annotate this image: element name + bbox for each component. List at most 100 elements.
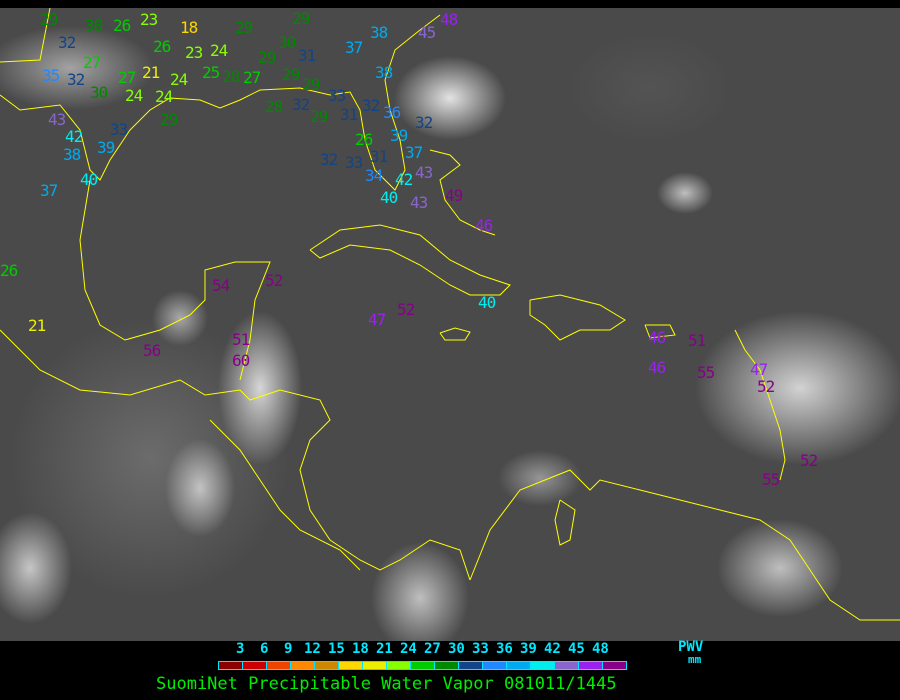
- station-value: 26: [355, 130, 373, 149]
- station-value: 31: [340, 105, 358, 124]
- station-value: 42: [395, 170, 413, 189]
- station-value: 34: [365, 166, 383, 185]
- station-value: 18: [180, 18, 198, 37]
- mexico-coast: [79, 179, 271, 381]
- puerto-rico: [644, 324, 676, 339]
- station-value: 43: [48, 110, 66, 129]
- station-value: 28: [265, 97, 283, 116]
- station-value: 47: [750, 360, 768, 379]
- color-bar-segment: [483, 662, 507, 669]
- station-value: 27: [83, 53, 101, 72]
- station-value: 29: [292, 9, 310, 28]
- station-value: 55: [762, 470, 780, 489]
- station-value: 47: [368, 310, 386, 329]
- station-value: 33: [110, 120, 128, 139]
- legend-tick-label: 30: [448, 641, 465, 657]
- legend-tick-label: 42: [544, 641, 561, 657]
- station-value: 29: [282, 65, 300, 84]
- station-value: 38: [63, 145, 81, 164]
- station-value: 27: [243, 68, 261, 87]
- color-bar: [218, 661, 627, 670]
- station-value: 52: [800, 451, 818, 470]
- station-value: 30: [90, 83, 108, 102]
- station-value: 27: [118, 68, 136, 87]
- station-value: 23: [140, 10, 158, 29]
- legend-tick-label: 45: [568, 641, 585, 657]
- south-america-coast: [469, 469, 900, 621]
- station-value: 39: [390, 126, 408, 145]
- station-value: 48: [440, 10, 458, 29]
- legend-tick-label: 24: [400, 641, 417, 657]
- station-value: 30: [278, 33, 296, 52]
- station-value: 37: [40, 181, 58, 200]
- color-bar-segment: [363, 662, 387, 669]
- color-bar-segment: [387, 662, 411, 669]
- legend-unit-sub: mm: [688, 653, 702, 666]
- station-value: 51: [688, 331, 706, 350]
- station-value: 29: [160, 110, 178, 129]
- legend-tick-label: 33: [472, 641, 489, 657]
- legend-tick-label: 21: [376, 641, 393, 657]
- legend-tick-label: 36: [496, 641, 513, 657]
- color-bar-segment: [315, 662, 339, 669]
- color-bar-segment: [435, 662, 459, 669]
- station-value: 26: [0, 261, 18, 280]
- station-value: 40: [80, 170, 98, 189]
- station-value: 38: [370, 23, 388, 42]
- station-value: 33: [345, 153, 363, 172]
- station-value: 36: [383, 103, 401, 122]
- station-value: 51: [232, 330, 250, 349]
- station-value: 29: [302, 75, 320, 94]
- station-value: 54: [212, 276, 230, 295]
- station-value: 38: [375, 63, 393, 82]
- station-value: 49: [445, 186, 463, 205]
- station-value: 46: [648, 328, 666, 347]
- station-value: 52: [265, 271, 283, 290]
- cuba: [309, 224, 511, 296]
- station-value: 39: [97, 138, 115, 157]
- station-value: 29: [310, 107, 328, 126]
- station-value: 24: [210, 41, 228, 60]
- station-value: 31: [370, 147, 388, 166]
- station-value: 42: [65, 127, 83, 146]
- station-value: 29: [235, 18, 253, 37]
- station-value: 60: [232, 351, 250, 370]
- station-value: 52: [757, 377, 775, 396]
- legend-tick-label: 18: [352, 641, 369, 657]
- legend-unit: PWV: [678, 639, 704, 655]
- us-gulf-coast: [0, 14, 441, 191]
- legend: 3 6 9 12 15 18 21 24 27 30 33 36 39 42 45 48 PWV mm Suo…: [0, 639, 900, 700]
- lake-maracaibo: [554, 499, 576, 546]
- lesser-antilles: [734, 329, 786, 481]
- station-value: 52: [397, 300, 415, 319]
- station-value: 37: [345, 38, 363, 57]
- station-value: 56: [143, 341, 161, 360]
- station-value: 43: [415, 163, 433, 182]
- station-value: 32: [292, 95, 310, 114]
- station-value: 26: [113, 16, 131, 35]
- station-value: 46: [475, 216, 493, 235]
- legend-tick-label: 15: [328, 641, 345, 657]
- color-bar-segment: [411, 662, 435, 669]
- station-value: 21: [28, 316, 46, 335]
- station-value: 43: [410, 193, 428, 212]
- color-bar-segment: [507, 662, 531, 669]
- station-value: 32: [67, 70, 85, 89]
- station-value: 35: [42, 66, 60, 85]
- station-value: 46: [648, 358, 666, 377]
- legend-tick-label: 48: [592, 641, 609, 657]
- station-value: 33: [328, 86, 346, 105]
- station-value: 23: [185, 43, 203, 62]
- station-value: 32: [415, 113, 433, 132]
- color-bar-segment: [579, 662, 603, 669]
- station-value: 28: [222, 67, 240, 86]
- state-borders: [0, 7, 51, 63]
- satellite-image: [0, 8, 900, 641]
- color-bar-segment: [339, 662, 363, 669]
- legend-tick-label: 27: [424, 641, 441, 657]
- caption: SuomiNet Precipitable Water Vapor 081011…: [156, 674, 617, 694]
- station-value: 26: [153, 37, 171, 56]
- station-value: 45: [418, 23, 436, 42]
- color-bar-segment: [555, 662, 579, 669]
